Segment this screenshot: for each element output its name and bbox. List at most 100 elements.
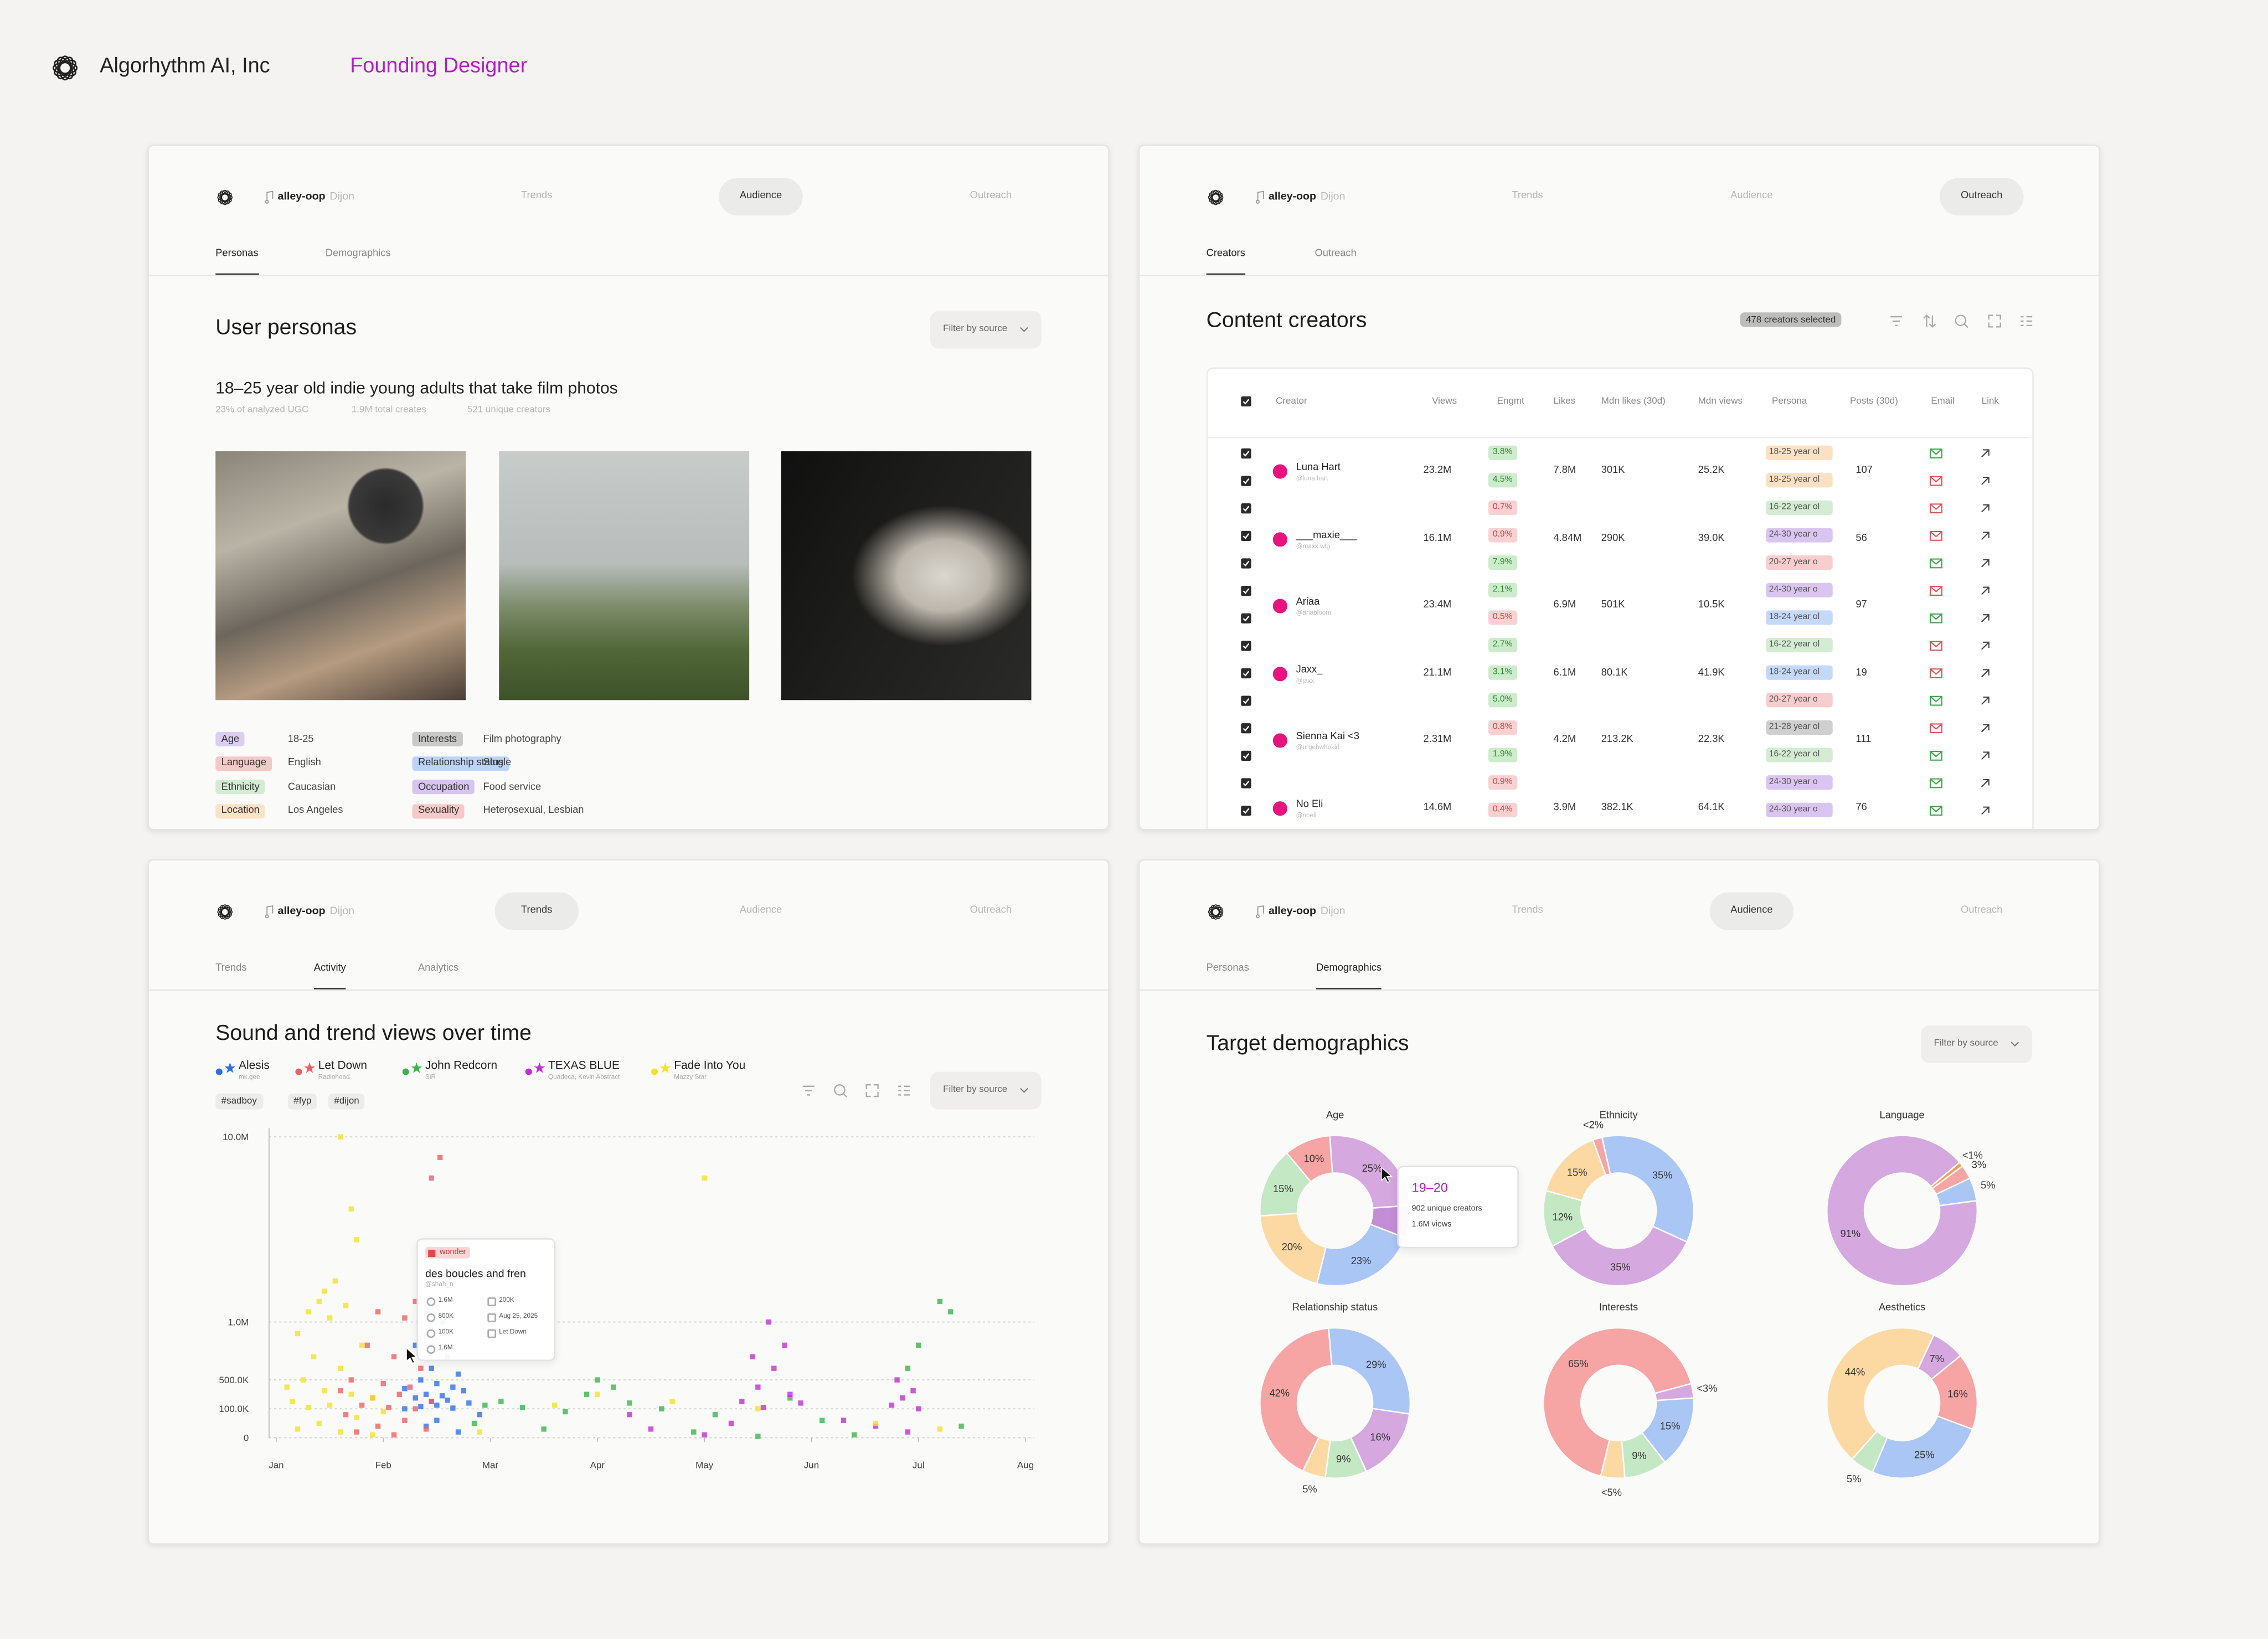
- checkbox[interactable]: [1241, 612, 1251, 623]
- checkbox[interactable]: [1241, 502, 1251, 513]
- sub-tab[interactable]: Creators: [1206, 246, 1245, 275]
- scatter-point: [477, 1429, 482, 1435]
- checkbox[interactable]: [1241, 722, 1251, 733]
- note-glyph: [1255, 190, 1264, 204]
- link-arrow: [1981, 503, 1989, 512]
- email-icon[interactable]: [1929, 503, 1943, 513]
- checkbox[interactable]: [1241, 695, 1251, 705]
- sub-tab[interactable]: Demographics: [325, 249, 391, 259]
- sub-tab[interactable]: Demographics: [1316, 961, 1382, 989]
- donut-label: 35%: [1652, 1169, 1673, 1181]
- checkbox[interactable]: [1241, 750, 1251, 760]
- checkbox[interactable]: [1241, 640, 1251, 651]
- nav-tab[interactable]: Trends: [521, 190, 553, 202]
- scatter-point: [332, 1278, 338, 1284]
- link-icon[interactable]: [1980, 612, 1990, 622]
- scatter-point: [343, 1303, 349, 1308]
- filter-button[interactable]: Filter by source: [930, 1071, 1042, 1110]
- logo: [1207, 189, 1223, 205]
- checkbox[interactable]: [1241, 777, 1251, 788]
- email-icon[interactable]: [1929, 447, 1943, 458]
- checkbox[interactable]: [1241, 396, 1251, 407]
- email-icon[interactable]: [1929, 475, 1943, 486]
- nav-tab[interactable]: Outreach: [1961, 905, 2003, 916]
- nav-tab[interactable]: Audience: [719, 178, 803, 216]
- nav-tab[interactable]: Audience: [1730, 190, 1773, 202]
- tag-chip[interactable]: #sadboy: [215, 1093, 263, 1110]
- cursor-arrow: [406, 1347, 418, 1364]
- link-icon[interactable]: [1980, 668, 1990, 678]
- checkbox[interactable]: [1241, 447, 1251, 458]
- email-icon[interactable]: [1929, 640, 1943, 650]
- sub-tab[interactable]: Trends: [215, 963, 247, 974]
- link-icon[interactable]: [1980, 777, 1990, 787]
- link-icon[interactable]: [1980, 558, 1990, 568]
- scatter-point: [669, 1399, 675, 1404]
- nav-tab[interactable]: Trends: [1512, 905, 1543, 916]
- link-icon[interactable]: [1980, 695, 1990, 705]
- icon-glyph: [1955, 315, 1968, 328]
- link-icon[interactable]: [1980, 640, 1990, 650]
- email-icon[interactable]: [1929, 695, 1943, 705]
- link-icon[interactable]: [1980, 750, 1990, 760]
- scatter-point: [702, 1175, 707, 1181]
- link-icon[interactable]: [1980, 585, 1990, 595]
- email-icon[interactable]: [1929, 805, 1943, 815]
- nav-tab[interactable]: Outreach: [970, 905, 1012, 916]
- note-icon: [265, 190, 274, 204]
- sub-tab[interactable]: Outreach: [1315, 249, 1357, 259]
- attribute-value: Los Angeles: [287, 806, 343, 816]
- stat-dot: [487, 1313, 497, 1322]
- divider: [149, 275, 1108, 276]
- engagement-chip: 0.8%: [1488, 720, 1517, 735]
- x-tick-label: Jan: [269, 1460, 284, 1470]
- link-icon[interactable]: [1980, 530, 1990, 540]
- link-arrow: [1981, 723, 1989, 732]
- checkbox[interactable]: [1241, 475, 1251, 486]
- checkbox[interactable]: [1241, 667, 1251, 678]
- email-icon[interactable]: [1929, 585, 1943, 595]
- envelope-flap: [1930, 475, 1942, 482]
- checkbox[interactable]: [1241, 805, 1251, 816]
- link-icon[interactable]: [1980, 723, 1990, 733]
- icon-glyph: [1987, 315, 2001, 328]
- checkbox[interactable]: [1241, 585, 1251, 595]
- email-icon[interactable]: [1929, 667, 1943, 678]
- envelope: [1929, 503, 1942, 513]
- email-icon[interactable]: [1929, 750, 1943, 760]
- checkbox[interactable]: [1241, 530, 1251, 540]
- email-icon[interactable]: [1929, 723, 1943, 733]
- project: alley-oop Dijon: [1269, 904, 1346, 918]
- nav-tab[interactable]: Trends: [1512, 190, 1543, 202]
- nav-tab[interactable]: Outreach: [1940, 178, 2024, 216]
- link-icon[interactable]: [1980, 447, 1990, 457]
- filter-button[interactable]: Filter by source: [930, 311, 1042, 349]
- email-icon[interactable]: [1929, 777, 1943, 788]
- sub-tab[interactable]: Activity: [313, 961, 346, 989]
- nav-tab[interactable]: Audience: [1709, 892, 1794, 930]
- email-icon[interactable]: [1929, 530, 1943, 540]
- envelope: [1929, 750, 1942, 760]
- filter-button[interactable]: Filter by source: [1921, 1025, 2033, 1064]
- envelope: [1929, 695, 1942, 705]
- engagement-chip: 2.1%: [1488, 583, 1517, 597]
- engagement-chip: 3.8%: [1488, 445, 1517, 460]
- donut-segment: [1826, 1327, 1935, 1461]
- nav-tab[interactable]: Outreach: [970, 190, 1012, 202]
- link-icon[interactable]: [1980, 805, 1990, 815]
- nav-tab[interactable]: Trends: [494, 892, 579, 930]
- tag-chip[interactable]: #fyp: [287, 1093, 317, 1110]
- engagement-chip: 0.5%: [1488, 610, 1517, 625]
- link-icon[interactable]: [1980, 475, 1990, 485]
- checkbox[interactable]: [1241, 558, 1251, 568]
- email-icon[interactable]: [1929, 558, 1943, 568]
- sub-tab[interactable]: Personas: [215, 246, 259, 275]
- email-icon[interactable]: [1929, 612, 1943, 623]
- nav-tab[interactable]: Audience: [739, 905, 782, 916]
- link-icon[interactable]: [1980, 503, 1990, 513]
- tag-chip[interactable]: #dijon: [328, 1093, 365, 1110]
- median-likes: 382.1K: [1601, 802, 1633, 813]
- scatter-point: [396, 1391, 402, 1397]
- sub-tab[interactable]: Analytics: [417, 963, 459, 974]
- sub-tab[interactable]: Personas: [1206, 963, 1249, 974]
